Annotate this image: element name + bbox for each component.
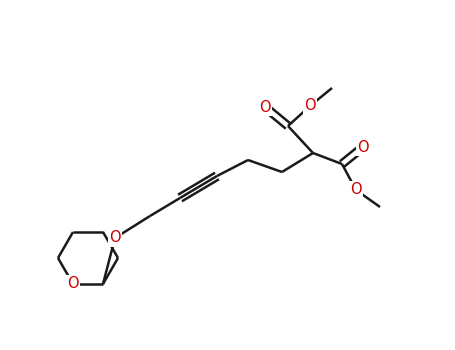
Text: O: O	[67, 276, 79, 292]
Text: O: O	[304, 98, 316, 113]
Text: O: O	[350, 182, 362, 197]
Text: O: O	[259, 99, 271, 114]
Text: O: O	[357, 140, 369, 154]
Text: O: O	[109, 231, 121, 245]
